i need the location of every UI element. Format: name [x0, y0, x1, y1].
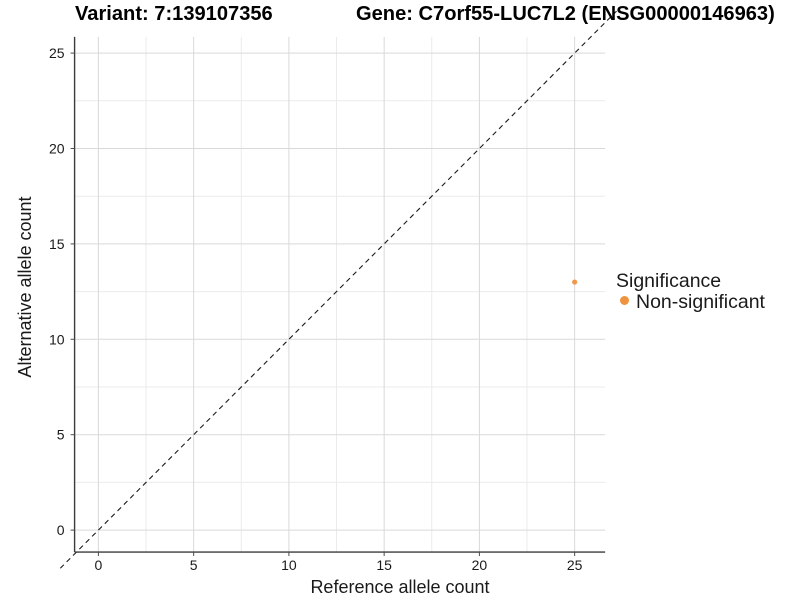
svg-text:20: 20 — [49, 141, 65, 157]
svg-text:25: 25 — [49, 45, 65, 61]
svg-text:25: 25 — [567, 557, 583, 573]
svg-text:5: 5 — [57, 427, 65, 443]
svg-text:0: 0 — [95, 557, 103, 573]
svg-text:5: 5 — [190, 557, 198, 573]
svg-text:15: 15 — [376, 557, 392, 573]
svg-text:10: 10 — [49, 331, 65, 347]
svg-text:15: 15 — [49, 236, 65, 252]
svg-text:20: 20 — [472, 557, 488, 573]
svg-text:10: 10 — [281, 557, 297, 573]
svg-text:0: 0 — [57, 522, 65, 538]
